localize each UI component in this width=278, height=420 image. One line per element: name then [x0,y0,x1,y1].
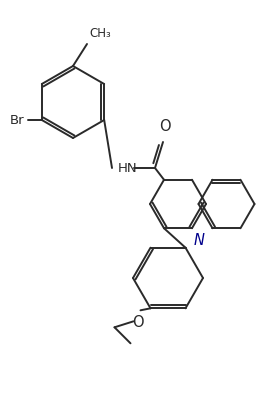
Text: N: N [194,233,205,248]
Text: HN: HN [118,162,138,174]
Text: CH₃: CH₃ [89,27,111,40]
Text: O: O [132,315,143,330]
Text: Br: Br [10,113,25,126]
Text: O: O [159,119,171,134]
